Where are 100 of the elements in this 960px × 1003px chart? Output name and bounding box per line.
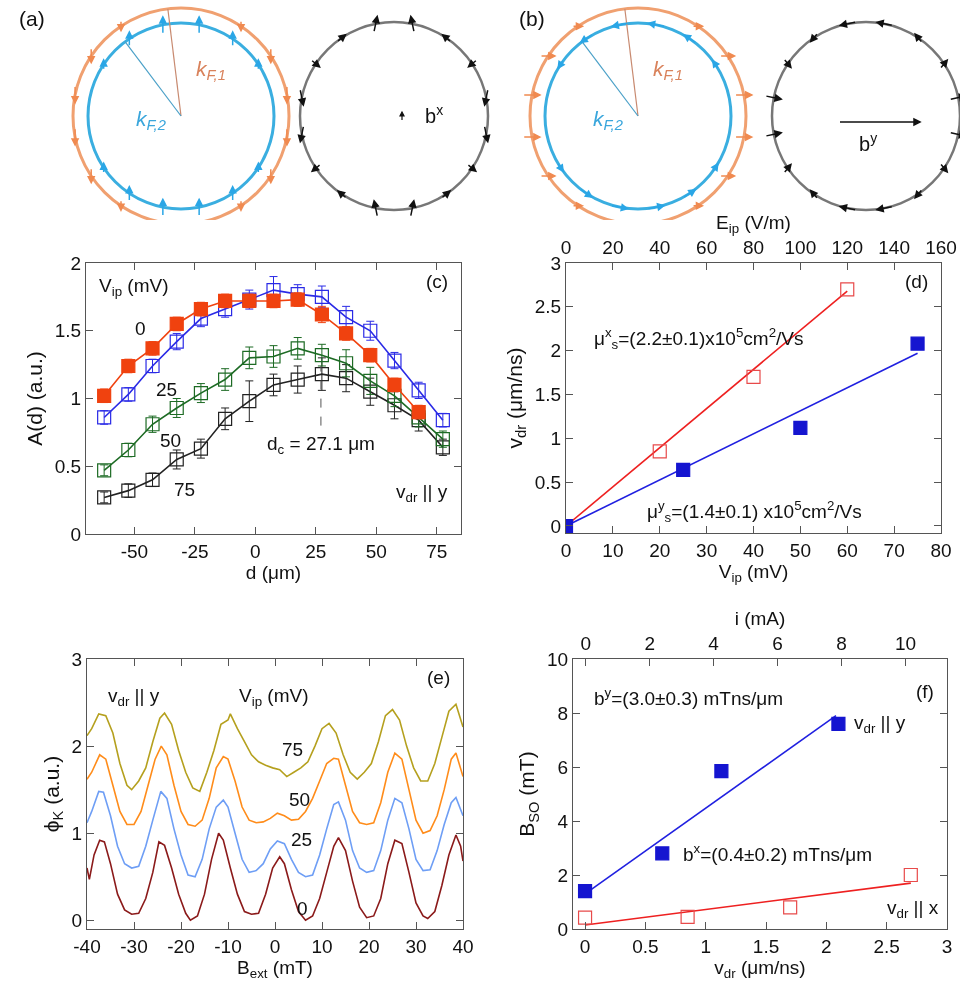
- x-tick-label: 30: [696, 539, 718, 561]
- x-tick-label: 30: [405, 935, 427, 957]
- y-tick-label: 3: [550, 252, 562, 274]
- point: [242, 350, 257, 365]
- annotation: v$_{dr}$ || y: [396, 481, 448, 505]
- x-tick-label: 20: [358, 935, 380, 957]
- x-tick-label: 0: [269, 935, 281, 957]
- x-axis-title: v$_{dr}$ (μm/ns): [714, 956, 806, 981]
- x2-tick-label: 80: [742, 237, 765, 259]
- x-tick-label: 0.5: [632, 935, 659, 957]
- x-tick-label: 10: [602, 539, 624, 561]
- series-label: v$_{dr}$ || y: [854, 712, 906, 736]
- x-tick-label: -50: [120, 540, 149, 562]
- x2-axis-title: E$_{ip}$ (V/m): [716, 212, 791, 237]
- x2-tick-label: 6: [772, 633, 783, 655]
- point: [242, 394, 257, 409]
- x-tick-label: 40: [742, 539, 765, 561]
- x-tick-label: -10: [214, 935, 242, 957]
- y-axis-title: A(d) (a.u.): [22, 351, 46, 446]
- y-tick-label: 1.5: [534, 384, 562, 406]
- x-tick-label: 25: [305, 540, 327, 562]
- annotation: (e): [427, 667, 451, 688]
- point: [746, 369, 761, 385]
- point: [831, 716, 846, 731]
- point: [218, 411, 233, 426]
- point: [338, 371, 354, 386]
- series-label: 0: [297, 898, 308, 919]
- point: [652, 444, 667, 459]
- point: [314, 348, 329, 363]
- y-tick-label: 2: [550, 340, 562, 362]
- point: [577, 910, 593, 925]
- point: [338, 356, 354, 371]
- x2-tick-label: 10: [894, 633, 917, 655]
- x-tick-label: -25: [181, 540, 209, 562]
- annotation: b$^{y}$=(3.0±0.3) mTns/μm: [594, 685, 784, 709]
- text: b$^{x}$: [425, 102, 444, 128]
- annotation: (f): [916, 681, 934, 702]
- x-tick-label: 2: [821, 935, 832, 957]
- annotation: v$_{dr}$ || y: [108, 685, 160, 709]
- series-label: 25: [156, 379, 178, 400]
- x-tick-label: 2.5: [873, 935, 900, 957]
- point: [903, 867, 918, 883]
- point: [363, 384, 378, 399]
- y-tick-label: 2: [71, 735, 83, 757]
- y-tick-label: 0.5: [534, 471, 562, 493]
- x-tick-label: -30: [120, 935, 148, 957]
- series-label: 0: [135, 318, 146, 339]
- x2-tick-label: 160: [925, 237, 957, 259]
- line-series: [87, 745, 463, 834]
- point: [290, 372, 305, 387]
- y-tick-label: 0: [71, 909, 83, 931]
- x2-tick-label: 8: [836, 633, 847, 655]
- x-tick-label: -20: [167, 935, 195, 957]
- series-label: 75: [174, 479, 196, 500]
- point: [314, 289, 329, 304]
- annotation: μ$^{y}$$_{s}$=(1.4±0.1) x10$^{5}$cm$^{2}$/Vs: [647, 498, 862, 525]
- point: [714, 763, 729, 779]
- y-tick-label: 1: [70, 388, 82, 410]
- y-tick-label: 2: [70, 252, 82, 274]
- y-tick-label: 1.5: [54, 320, 82, 342]
- x-tick-label: 80: [930, 539, 952, 561]
- x-tick-label: 10: [311, 935, 333, 957]
- point: [676, 462, 691, 477]
- x-tick-label: 1: [700, 935, 711, 957]
- x-tick-label: 70: [883, 539, 905, 561]
- x-tick-label: 60: [836, 539, 858, 561]
- y-tick-label: 0: [557, 918, 569, 940]
- point: [290, 341, 305, 356]
- y-tick-label: 0.5: [54, 455, 82, 477]
- point: [793, 420, 808, 435]
- x2-axis-title: i (mA): [734, 608, 786, 630]
- text: (a): [19, 7, 45, 30]
- x-tick-label: 50: [789, 539, 811, 561]
- series-label: v$_{dr}$ || x: [887, 897, 939, 921]
- x-tick-label: 40: [452, 935, 474, 957]
- x-tick-label: -40: [73, 935, 101, 957]
- series-label: 50: [289, 789, 311, 810]
- x-axis-title: d (μm): [245, 561, 302, 583]
- series-label: 75: [282, 739, 304, 760]
- point: [387, 398, 402, 413]
- annotation: (d): [905, 271, 929, 292]
- x-axis-title: V$_{ip}$ (mV): [718, 560, 789, 585]
- annotation: V$_{ip}$ (mV): [99, 275, 169, 299]
- point: [266, 377, 281, 393]
- y-tick-label: 2.5: [534, 296, 562, 318]
- point: [577, 884, 593, 899]
- x-tick-label: 3: [941, 935, 953, 957]
- y-tick-label: 0: [70, 523, 82, 545]
- y-tick-label: 4: [557, 810, 569, 832]
- point: [680, 909, 695, 924]
- x2-tick-label: 120: [831, 237, 864, 259]
- x-tick-label: 1.5: [752, 935, 780, 957]
- annotation: V$_{ip}$ (mV): [239, 685, 309, 709]
- line-series: [87, 790, 463, 878]
- point: [840, 282, 855, 297]
- x2-tick-label: 100: [784, 237, 817, 259]
- y-tick-label: 1: [71, 822, 83, 844]
- x-tick-label: 50: [365, 540, 387, 562]
- x2-tick-label: 140: [878, 237, 910, 259]
- ref-line-label: d$_{c}$ = 27.1 μm: [267, 433, 375, 457]
